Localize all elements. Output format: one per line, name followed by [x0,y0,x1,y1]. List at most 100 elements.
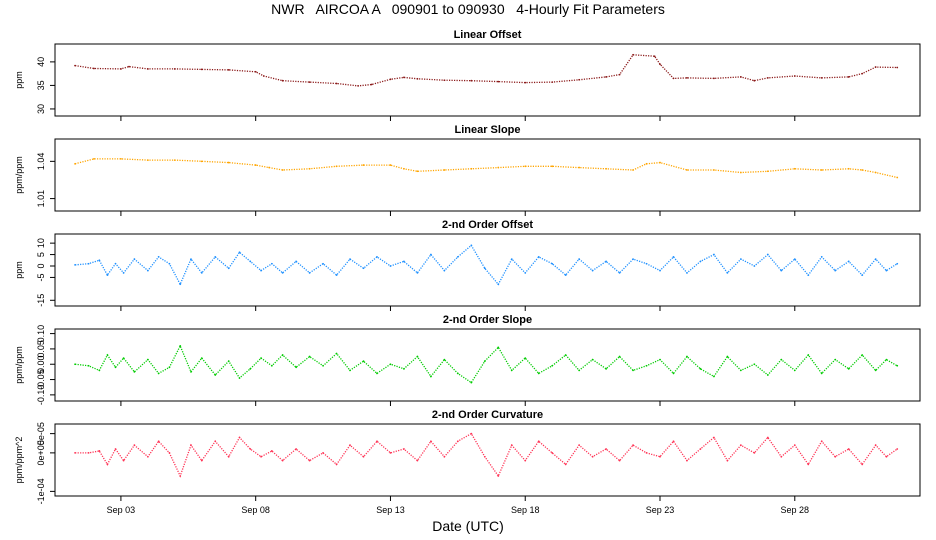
data-point [885,269,888,272]
data-point [308,459,311,462]
data-point [403,167,405,170]
data-point [537,440,540,443]
data-point [403,260,405,263]
panel-title: 2-nd Order Slope [443,314,532,326]
y-tick-label: -5 [36,273,46,281]
data-point [200,271,203,274]
data-point [739,444,742,447]
data-point [497,80,500,83]
data-point [349,258,351,261]
data-point [713,253,715,256]
data-point [200,68,203,71]
data-point [470,432,473,435]
data-point [632,258,634,261]
data-point [249,260,252,263]
data-point [362,267,365,270]
data-point [295,260,298,263]
data-point [122,271,125,274]
data-point [370,83,373,86]
data-point [168,262,171,265]
data-point [578,166,581,169]
y-tick-label: 5 [36,252,46,257]
data-point [173,68,176,70]
data-point [98,259,101,262]
data-point [168,366,171,369]
y-tick-label: 10 [36,238,46,248]
data-point [200,357,203,360]
data-point [834,455,837,458]
data-point [739,171,742,174]
data-point [429,253,432,256]
data-point [645,262,648,265]
data-point [874,171,877,174]
data-point [456,255,459,258]
data-point [114,262,117,265]
data-point [861,463,864,466]
y-tick-label: 1.01 [36,190,46,208]
y-tick-label: 40 [36,57,46,67]
data-point [497,283,500,286]
data-point [281,459,284,462]
data-point [726,271,729,274]
data-point [605,76,608,78]
data-point [376,255,378,258]
data-point [146,68,149,70]
data-point [483,360,486,363]
data-point [362,360,365,363]
x-tick-label: Sep 28 [781,505,810,515]
data-point [214,255,217,258]
data-point [179,475,182,477]
data-point [168,451,171,454]
data-point [632,53,634,56]
data-point [659,455,661,458]
data-point [699,260,702,263]
data-point [780,269,783,272]
data-point [249,448,252,450]
data-point [416,271,419,274]
data-point [497,346,500,349]
data-point [322,364,324,367]
data-point [659,358,661,361]
data-point [87,451,90,454]
data-point [128,65,130,68]
data-point [470,79,473,82]
data-point [322,451,324,454]
data-point [766,170,769,173]
figure-title: NWR AIRCOA A 090901 to 090930 4-Hourly F… [271,1,665,17]
data-point [308,271,311,274]
data-point [591,455,594,458]
data-point [524,459,527,462]
data-point [618,73,621,76]
data-point [238,436,241,439]
data-point [807,463,810,466]
data-point [524,357,527,360]
data-point [659,161,661,164]
data-point [443,269,446,272]
data-point [270,364,273,367]
data-point [403,448,405,450]
data-point [456,372,459,375]
data-point [551,81,554,84]
data-point [672,372,675,375]
y-axis-label: ppm/ppm^2 [14,437,24,484]
data-point [470,167,473,170]
y-tick-label: 0e+00 [36,440,46,465]
data-point [133,258,136,261]
data-point [179,344,182,347]
x-tick-label: Sep 13 [376,505,405,515]
data-point [793,369,796,372]
data-point [847,367,850,370]
data-point [551,262,554,265]
data-point [820,76,823,79]
panel-4: 2-nd Order Slope ppm/ppm -0.10-0.050.000.0… [14,314,921,406]
data-point [268,166,271,169]
x-tick-label: Sep 18 [511,505,540,515]
panel-title: 2-nd Order Offset [442,219,533,231]
data-point [190,370,192,373]
data-point [537,255,540,258]
data-point [645,451,648,454]
data-point [766,76,769,79]
data-point [605,167,608,170]
data-point [483,267,486,270]
data-point [133,444,136,447]
